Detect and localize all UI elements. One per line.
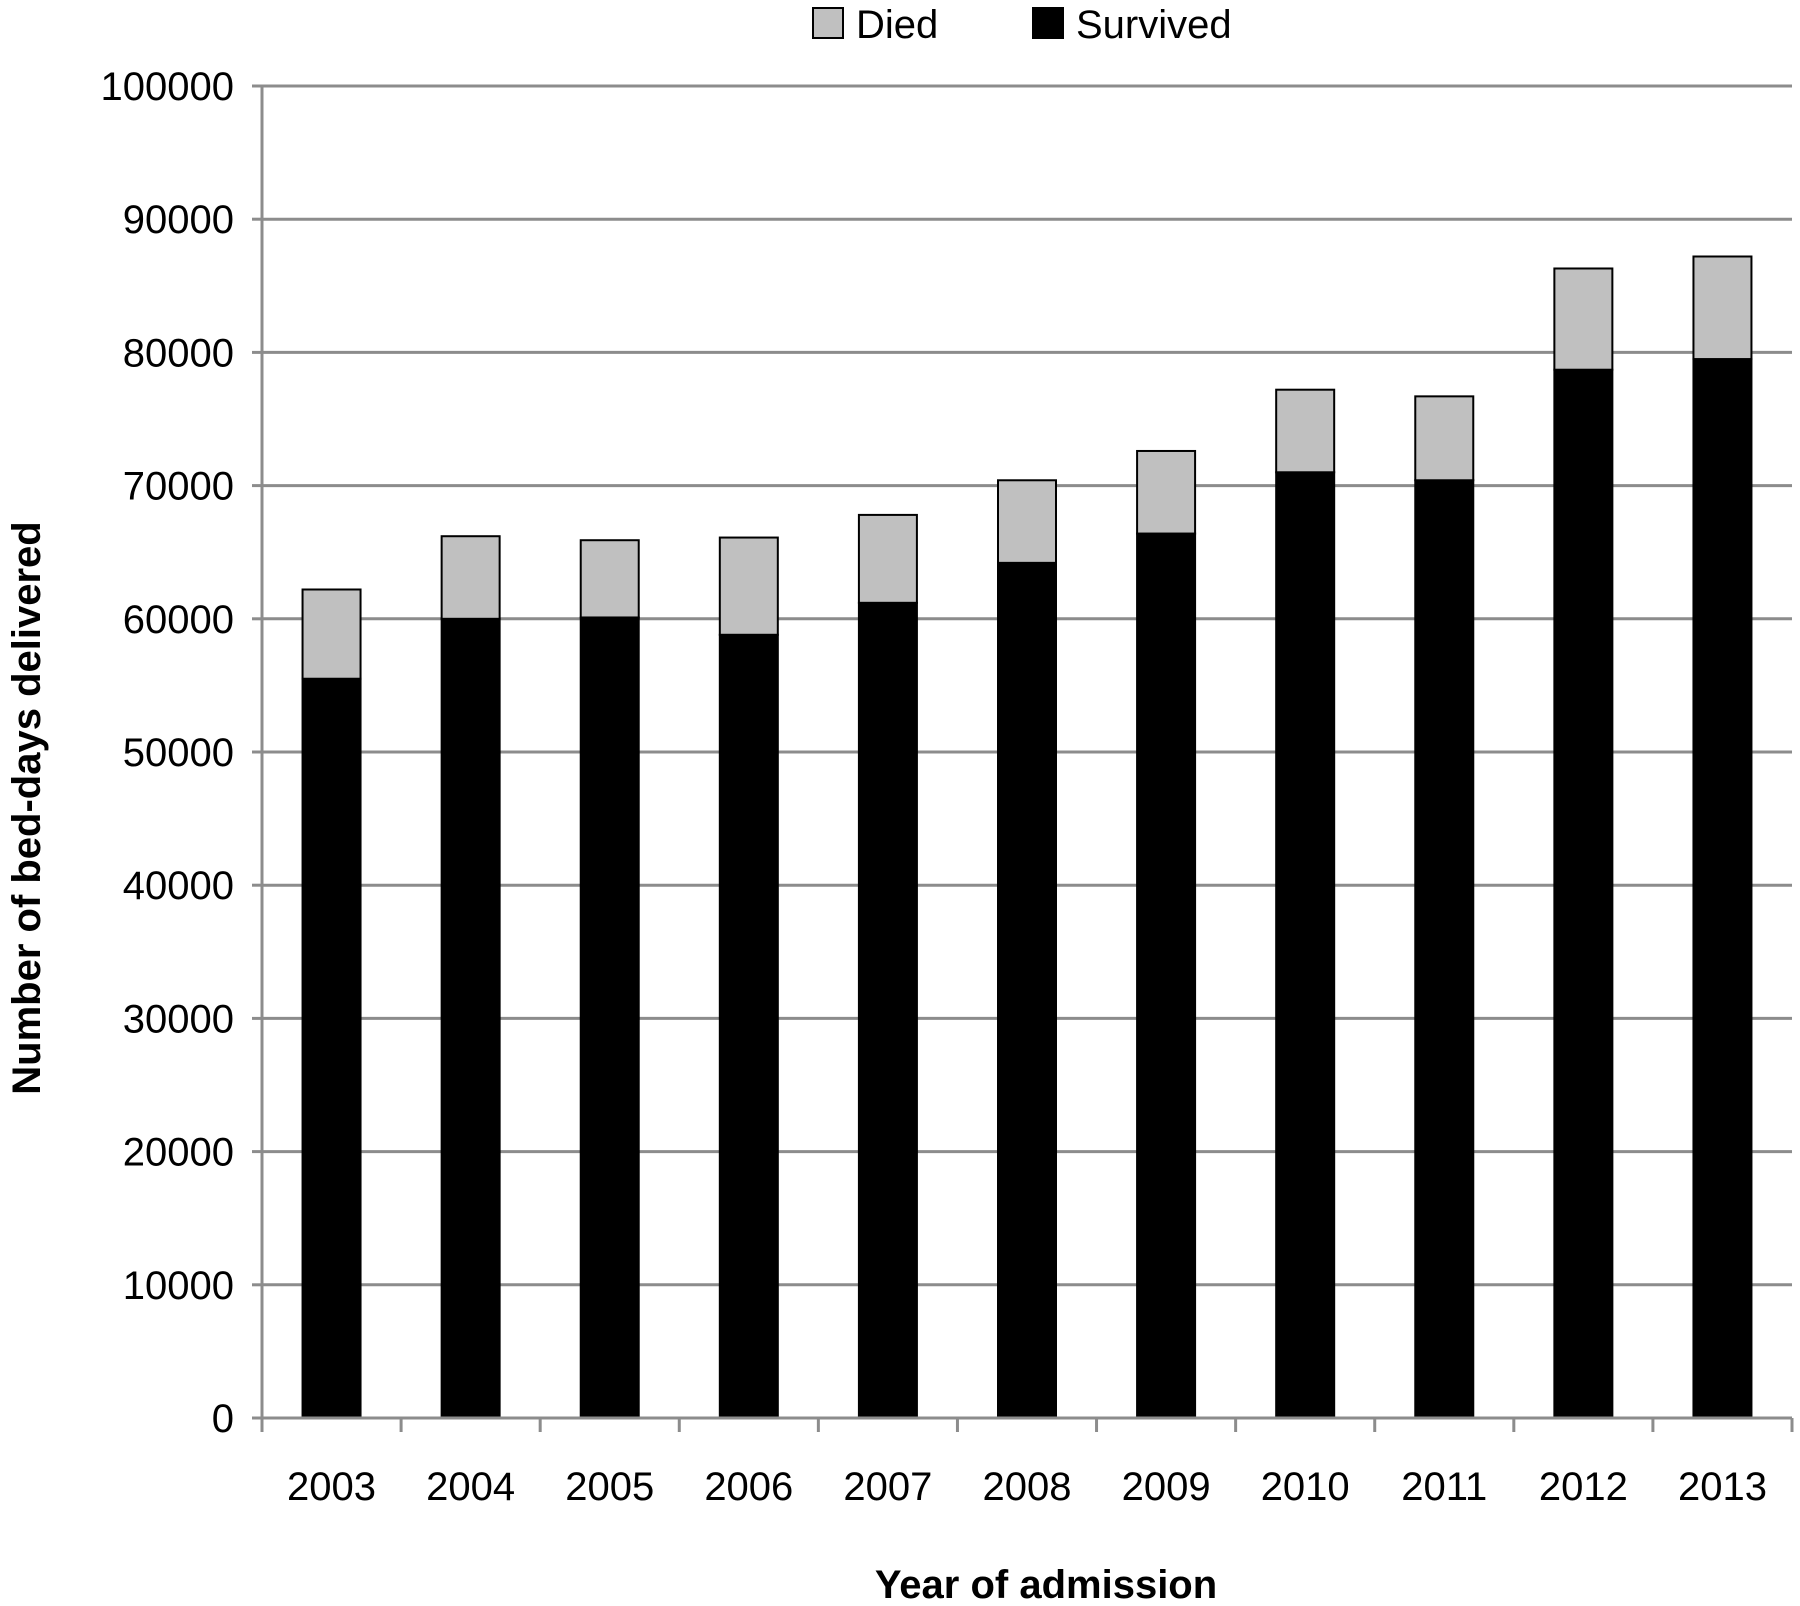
axes (260, 86, 1794, 1432)
legend-label-died: Died (856, 3, 938, 47)
bar-survived-2004 (440, 617, 501, 1419)
bar-died-2006 (718, 536, 779, 636)
y-tick-label: 90000 (123, 198, 234, 242)
x-tick-label: 2007 (843, 1465, 932, 1509)
y-tick-label: 0 (212, 1397, 234, 1441)
bar-survived-2006 (718, 633, 779, 1419)
bar-survived-2013 (1692, 358, 1753, 1419)
y-tick-label: 60000 (123, 598, 234, 642)
y-tick-label: 40000 (123, 864, 234, 908)
bar-died-2009 (1136, 449, 1197, 535)
x-tick-label: 2008 (983, 1465, 1072, 1509)
bar-survived-2005 (579, 616, 640, 1419)
y-tick-label: 50000 (123, 731, 234, 775)
x-tick-label: 2012 (1539, 1465, 1628, 1509)
y-tick-label: 80000 (123, 331, 234, 375)
bar-died-2012 (1553, 267, 1614, 371)
y-tick-label: 100000 (101, 65, 234, 109)
y-tick-label: 70000 (123, 465, 234, 509)
x-axis-title: Year of admission (875, 1563, 1217, 1606)
bar-died-2013 (1692, 255, 1753, 361)
bar-died-2004 (440, 535, 501, 620)
y-tick-label: 20000 (123, 1131, 234, 1175)
bar-survived-2012 (1553, 368, 1614, 1420)
x-tick-label: 2011 (1401, 1465, 1487, 1509)
bar-survived-2003 (301, 677, 362, 1419)
x-tick-label: 2005 (565, 1465, 654, 1509)
y-tick-label: 10000 (123, 1264, 234, 1308)
x-tick-label: 2004 (426, 1465, 515, 1509)
bar-survived-2007 (857, 601, 918, 1419)
y-tick-labels: 0 10000 20000 30000 40000 50000 60000 70000 8000… (101, 65, 234, 1441)
y-tick-label: 30000 (123, 997, 234, 1041)
x-tick-labels: 2003 2004 2005 2006 2007 2008 2009 2010 2011 2012… (287, 1465, 1767, 1509)
bar-survived-2010 (1275, 471, 1336, 1419)
x-tick-label: 2003 (287, 1465, 376, 1509)
x-tick-label: 2006 (704, 1465, 793, 1509)
legend-swatch-died (812, 7, 844, 39)
bar-survived-2009 (1136, 532, 1197, 1419)
bar-died-2008 (997, 479, 1057, 564)
x-tick-label: 2013 (1678, 1465, 1767, 1509)
x-tick-label: 2010 (1261, 1465, 1350, 1509)
bars (301, 255, 1753, 1420)
bar-survived-2011 (1414, 479, 1475, 1420)
bar-died-2005 (579, 539, 640, 619)
bar-died-2010 (1275, 388, 1336, 474)
bar-died-2003 (301, 588, 362, 680)
legend-label-survived: Survived (1076, 3, 1232, 47)
bar-died-2011 (1414, 395, 1475, 482)
y-axis-title: Number of bed-days delivered (5, 521, 49, 1094)
bar-survived-2008 (997, 561, 1057, 1419)
legend-swatch-survived (1032, 7, 1064, 39)
bar-died-2007 (857, 513, 918, 604)
legend: Died Survived (812, 3, 1232, 47)
x-tick-label: 2009 (1122, 1465, 1211, 1509)
